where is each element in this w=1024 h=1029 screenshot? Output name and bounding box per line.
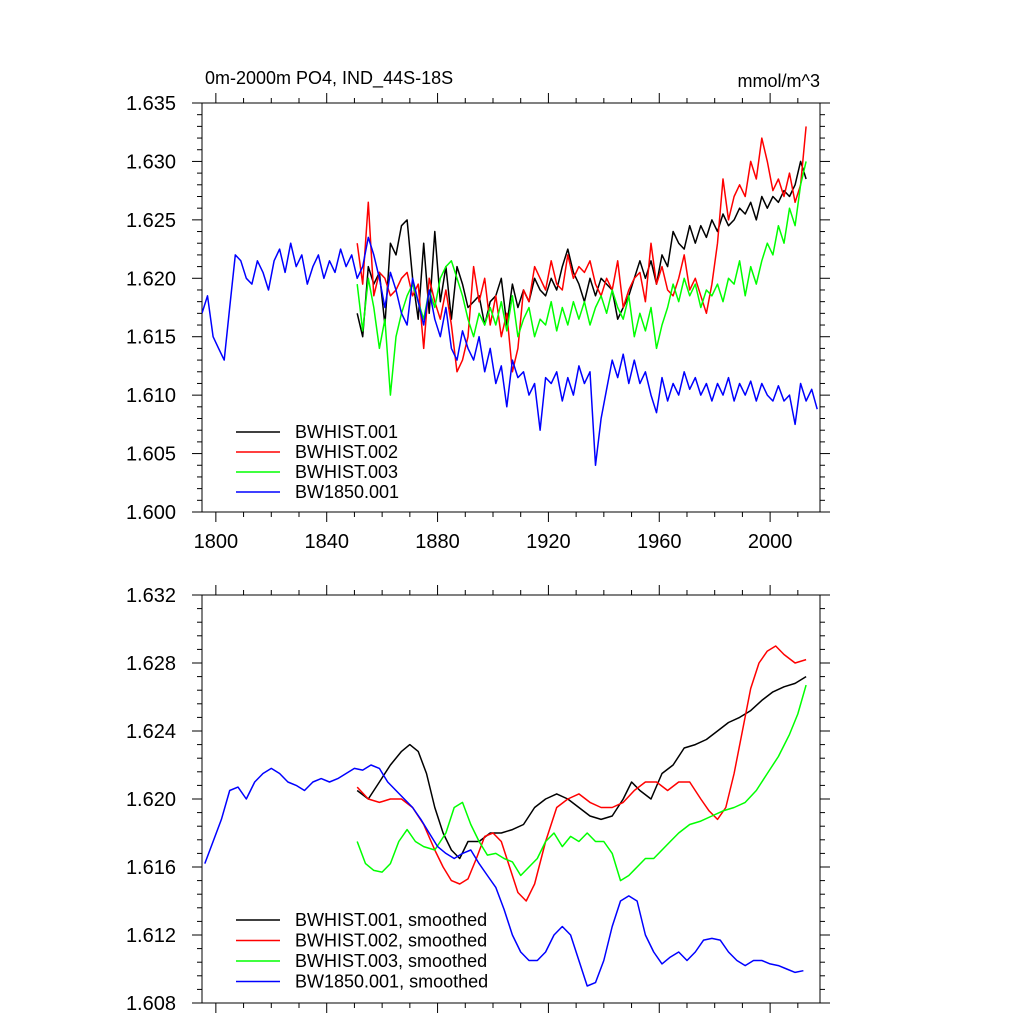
chart-title: 0m-2000m PO4, IND_44S-18S — [205, 68, 453, 89]
y-tick-label: 1.615 — [126, 327, 176, 349]
legend-label: BW1850.001, smoothed — [295, 972, 488, 992]
series-line-3 — [356, 684, 807, 882]
series-line-3 — [356, 161, 807, 396]
legend-label: BWHIST.002, smoothed — [295, 931, 487, 951]
legend-label: BWHIST.003 — [295, 462, 398, 482]
x-tick-label: 1800 — [194, 531, 239, 553]
panel-bottom: 1800184018801920196020001.6081.6121.6161… — [126, 585, 830, 1029]
x-tick-label: 1840 — [304, 531, 349, 553]
series-line-1 — [356, 160, 807, 338]
legend-label: BW1850.001 — [295, 482, 399, 502]
legend-label: BWHIST.002 — [295, 442, 398, 462]
y-tick-label: 1.635 — [126, 93, 176, 115]
y-tick-label: 1.632 — [126, 585, 176, 607]
series-line-2 — [356, 126, 807, 373]
x-tick-label: 1880 — [415, 531, 460, 553]
y-tick-label: 1.620 — [126, 789, 176, 811]
chart-units: mmol/m^3 — [738, 71, 820, 91]
legend-label: BWHIST.003, smoothed — [295, 951, 487, 971]
y-tick-label: 1.612 — [126, 925, 176, 947]
x-tick-label: 2000 — [748, 531, 793, 553]
y-tick-label: 1.620 — [126, 268, 176, 290]
plot-frame — [201, 102, 821, 513]
series-line-1 — [356, 675, 807, 860]
y-tick-label: 1.628 — [126, 653, 176, 675]
y-tick-label: 1.616 — [126, 857, 176, 879]
legend-label: BWHIST.001, smoothed — [295, 910, 487, 930]
series-line-4 — [204, 764, 804, 987]
y-tick-label: 1.608 — [126, 993, 176, 1015]
panel-top: 1800 1840 1880 1920 1960 2000 1.600 1.605 1.610 1… — [126, 68, 830, 553]
y-tick-label: 1.630 — [126, 151, 176, 173]
x-tick-label: 1960 — [637, 531, 682, 553]
y-tick-label: 1.605 — [126, 444, 176, 466]
y-tick-label: 1.624 — [126, 721, 176, 743]
series-line-2 — [356, 645, 807, 902]
series-line-4 — [202, 236, 818, 467]
y-tick-label: 1.610 — [126, 385, 176, 407]
x-tick-label: 1920 — [526, 531, 571, 553]
y-tick-label: 1.625 — [126, 210, 176, 232]
y-tick-label: 1.600 — [126, 502, 176, 524]
legend-label: BWHIST.001 — [295, 422, 398, 442]
